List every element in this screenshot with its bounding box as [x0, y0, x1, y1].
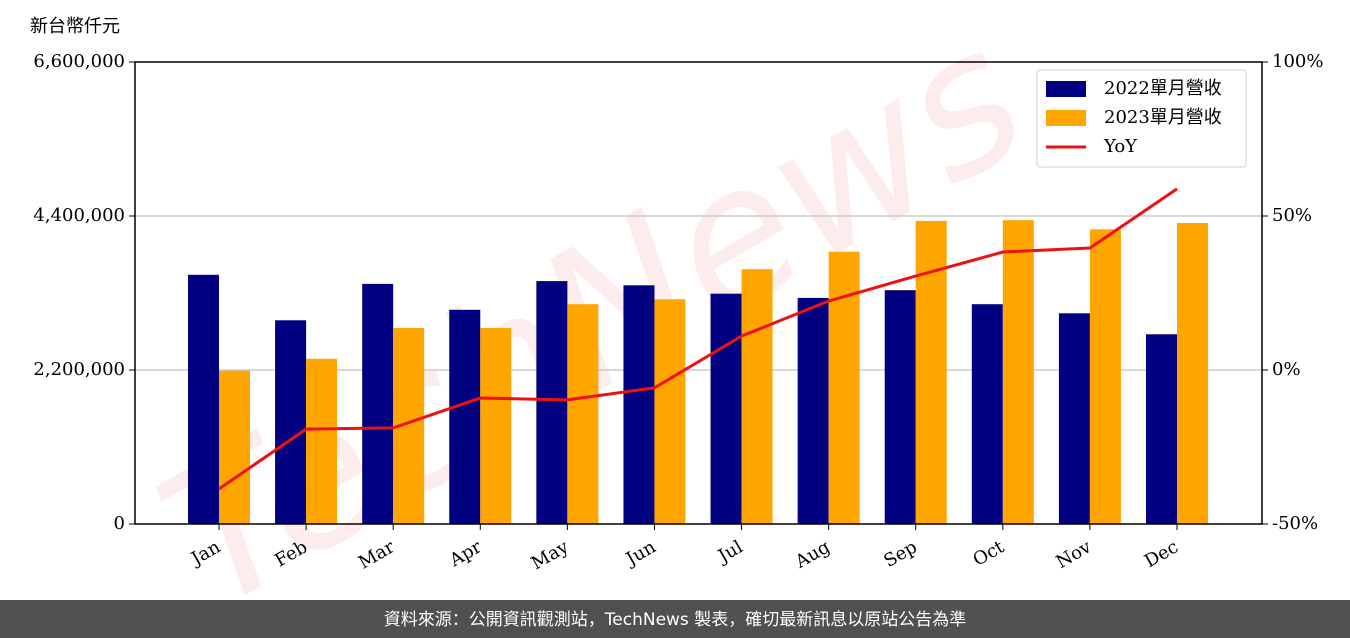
y2-tick-label: -50% [1272, 513, 1318, 534]
bar [710, 293, 742, 524]
legend-box [1036, 69, 1247, 168]
bar [741, 269, 773, 524]
bar [306, 358, 338, 524]
line [218, 187, 1178, 491]
bar [536, 281, 568, 524]
bar [275, 320, 307, 524]
bar [654, 299, 686, 524]
y-tick-label: 4,400,000 [33, 205, 125, 226]
bar [797, 297, 829, 524]
footer-text: 資料來源：公開資訊觀測站，TechNews 製表，確切最新訊息以原站公告為準 [384, 610, 966, 630]
bar [188, 274, 219, 524]
bar [480, 328, 512, 524]
legend-swatch [1046, 81, 1086, 97]
bar [1177, 223, 1208, 524]
bar [915, 220, 947, 524]
y2-tick-label: 50% [1272, 205, 1312, 226]
bar [884, 290, 916, 524]
bar [1146, 334, 1177, 524]
bar [449, 309, 481, 524]
bar [219, 370, 250, 524]
y-tick-label: 2,200,000 [33, 359, 125, 380]
legend-label: 2023單月營收 [1104, 107, 1222, 128]
footer-bar [0, 600, 1350, 638]
y-tick-label: 0 [114, 513, 125, 534]
bar [362, 283, 394, 524]
legend-swatch [1046, 110, 1086, 126]
bar [623, 285, 655, 524]
legend-label: 2022單月營收 [1104, 78, 1222, 99]
bar [1002, 220, 1034, 524]
legend-label: YoY [1103, 136, 1138, 157]
bar [1058, 313, 1090, 524]
y-tick-label: 6,600,000 [33, 51, 125, 72]
bar [971, 304, 1003, 524]
y2-tick-label: 0% [1272, 359, 1301, 380]
y2-tick-label: 100% [1272, 51, 1323, 72]
y-axis-label: 新台幣仟元 [30, 16, 120, 37]
plot-frame [134, 61, 1263, 525]
bar [1089, 229, 1121, 525]
bar [567, 304, 599, 524]
